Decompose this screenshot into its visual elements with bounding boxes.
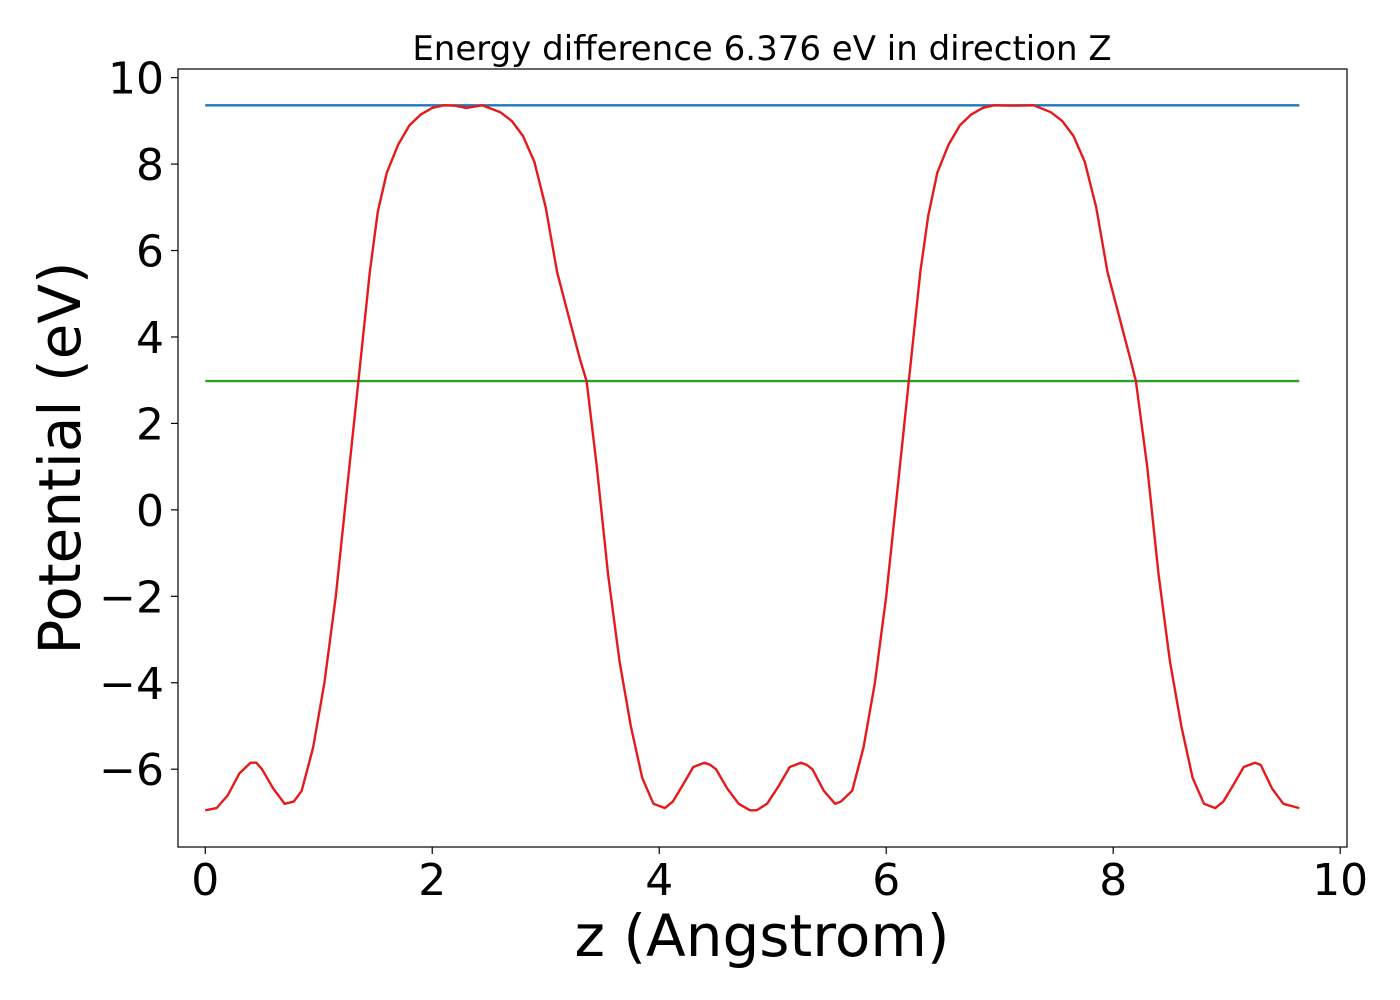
chart-title: Energy difference 6.376 eV in direction … (412, 29, 1111, 69)
x-tick-label: 6 (872, 855, 900, 906)
y-axis-ticks: −6 −4 −2 0 2 4 6 8 10 (99, 54, 178, 796)
y-tick-label: 8 (136, 140, 164, 191)
y-tick-label: 0 (136, 486, 164, 537)
plot-frame (177, 68, 1348, 848)
x-axis-title: z (Angstrom) (575, 902, 950, 970)
y-tick-label: 10 (108, 54, 164, 105)
x-tick-label: 2 (418, 855, 446, 906)
x-tick-label: 4 (645, 855, 673, 906)
y-tick-label: 2 (136, 399, 164, 450)
y-axis-title: Potential (eV) (26, 261, 94, 654)
x-tick-label: 10 (1312, 855, 1368, 906)
x-axis-ticks: 0 2 4 6 8 10 (191, 847, 1368, 906)
y-tick-label: 4 (136, 313, 164, 364)
series-layer (204, 104, 1300, 812)
series-line-2 (204, 104, 1300, 812)
x-tick-label: 0 (191, 855, 219, 906)
y-tick-label: 6 (136, 227, 164, 278)
x-tick-label: 8 (1099, 855, 1127, 906)
y-tick-label: −2 (99, 572, 164, 623)
y-tick-label: −6 (99, 745, 164, 796)
y-tick-label: −4 (99, 659, 164, 710)
